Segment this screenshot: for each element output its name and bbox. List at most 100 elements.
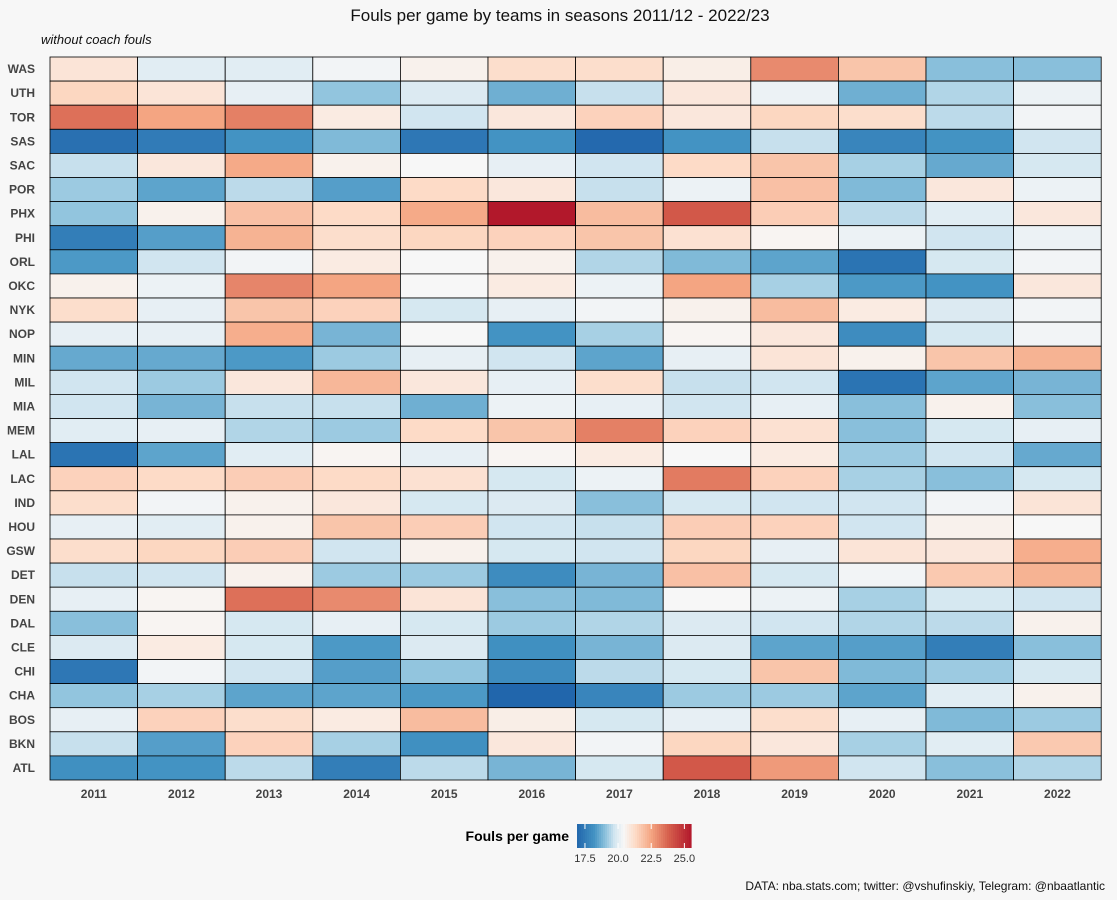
heatmap-cell-por-2011	[49, 177, 138, 203]
heatmap-cell-dal-2015	[399, 610, 489, 636]
heatmap-cell-ind-2020	[838, 490, 927, 516]
heatmap-cell-okc-2022	[1013, 273, 1102, 299]
y-tick-label: MEM	[7, 424, 35, 438]
heatmap-cell-dal-2021	[925, 610, 1014, 636]
heatmap-cell-nyk-2019	[750, 297, 839, 323]
heatmap-cell-was-2019	[750, 56, 839, 82]
x-tick-label: 2013	[256, 787, 283, 801]
heatmap-cell-den-2021	[925, 586, 1014, 612]
heatmap-cell-mia-2022	[1013, 393, 1102, 419]
heatmap-cell-dal-2022	[1013, 610, 1102, 636]
heatmap-cell-bkn-2015	[399, 731, 489, 757]
heatmap-cell-cle-2022	[1013, 635, 1102, 660]
heatmap-cell-bos-2020	[838, 707, 927, 733]
heatmap-cell-min-2011	[49, 345, 138, 371]
heatmap-cell-tor-2013	[224, 104, 314, 130]
heatmap-cell-chi-2017	[575, 659, 664, 685]
heatmap-cell-dal-2018	[662, 610, 752, 636]
heatmap-cell-chi-2015	[399, 659, 489, 685]
heatmap-cell-atl-2011	[49, 755, 138, 781]
heatmap-cell-bkn-2018	[662, 731, 752, 757]
heatmap-cell-min-2013	[224, 345, 314, 371]
heatmap-cell-mem-2011	[49, 418, 138, 444]
heatmap-cell-mia-2019	[750, 393, 839, 419]
heatmap-cell-bos-2014	[312, 707, 401, 733]
heatmap-cell-okc-2016	[487, 273, 576, 299]
heatmap-cell-mil-2012	[137, 369, 226, 395]
heatmap-cell-lac-2021	[925, 466, 1014, 492]
heatmap-cell-atl-2018	[662, 755, 752, 781]
legend-color-step	[673, 824, 676, 848]
x-tick-label: 2014	[343, 787, 370, 801]
heatmap-cell-nyk-2018	[662, 297, 752, 323]
heatmap-cell-sas-2011	[49, 128, 138, 154]
heatmap-cell-sas-2015	[399, 128, 489, 154]
y-tick-label: MIN	[13, 351, 35, 365]
heatmap-cell-phx-2022	[1013, 201, 1102, 227]
heatmap-cell-det-2012	[137, 562, 226, 588]
legend-color-step	[653, 824, 656, 848]
heatmap-cell-bkn-2014	[312, 731, 401, 757]
legend-color-step	[587, 824, 590, 848]
heatmap-cell-ind-2017	[575, 490, 664, 516]
heatmap-cell-chi-2020	[838, 659, 927, 685]
heatmap-cell-phi-2014	[312, 225, 401, 251]
heatmap-cell-lal-2017	[575, 442, 664, 468]
heatmap-cell-was-2017	[575, 56, 664, 82]
heatmap-cell-atl-2012	[137, 755, 226, 781]
heatmap-cell-sas-2016	[487, 128, 576, 154]
heatmap-cell-mem-2015	[399, 418, 489, 444]
heatmap-cell-dal-2020	[838, 610, 927, 636]
heatmap-cell-ind-2012	[137, 490, 226, 516]
x-tick-label: 2021	[956, 787, 983, 801]
heatmap-cell-phx-2018	[662, 201, 752, 227]
heatmap-cell-min-2017	[575, 345, 664, 371]
legend-color-step	[619, 824, 622, 848]
heatmap-cell-gsw-2014	[312, 538, 401, 564]
heatmap-cell-ind-2011	[49, 490, 138, 516]
heatmap-cell-chi-2016	[487, 659, 576, 685]
y-tick-label: IND	[14, 496, 35, 510]
color-legend: 17.5 20.0 22.5 25.0	[574, 824, 695, 865]
heatmap-cell-sac-2019	[750, 152, 839, 178]
heatmap-cell-uth-2012	[137, 80, 226, 106]
heatmap-cell-cle-2020	[838, 635, 927, 660]
heatmap-cell-por-2014	[312, 177, 401, 203]
heatmap-cell-dal-2013	[224, 610, 314, 636]
legend-color-step	[681, 824, 684, 848]
legend-color-step	[601, 824, 604, 848]
legend-color-step	[645, 824, 648, 848]
heatmap-cell-bkn-2022	[1013, 731, 1102, 757]
heatmap-cell-gsw-2018	[662, 538, 752, 564]
heatmap-cell-nyk-2017	[575, 297, 664, 323]
heatmap-cell-por-2019	[750, 177, 839, 203]
y-tick-label: TOR	[10, 110, 35, 124]
heatmap-cell-det-2014	[312, 562, 401, 588]
heatmap-cell-was-2022	[1013, 56, 1102, 82]
heatmap-cell-lal-2015	[399, 442, 489, 468]
legend-color-step	[577, 824, 580, 848]
heatmap-cell-lal-2013	[224, 442, 314, 468]
heatmap-cell-den-2022	[1013, 586, 1102, 612]
heatmap-cell-lal-2021	[925, 442, 1014, 468]
heatmap-cell-orl-2017	[575, 249, 664, 275]
heatmap-cell-phi-2019	[750, 225, 839, 251]
heatmap-cell-sas-2017	[575, 128, 664, 154]
heatmap-cell-lal-2019	[750, 442, 839, 468]
legend-color-step	[623, 824, 626, 848]
heatmap-cell-okc-2019	[750, 273, 839, 299]
heatmap-cell-was-2018	[662, 56, 752, 82]
heatmap-cell-uth-2020	[838, 80, 927, 106]
heatmap-cell-was-2021	[925, 56, 1014, 82]
legend-tick-label: 17.5	[574, 853, 595, 865]
heatmap-cell-bos-2019	[750, 707, 839, 733]
heatmap-cell-tor-2011	[49, 104, 138, 130]
heatmap-cell-sac-2017	[575, 152, 664, 178]
heatmap-cell-lac-2020	[838, 466, 927, 492]
heatmap-cell-por-2015	[399, 177, 489, 203]
heatmap-cell-mia-2021	[925, 393, 1014, 419]
heatmap-cell-den-2018	[662, 586, 752, 612]
heatmap-cell-tor-2015	[399, 104, 489, 130]
heatmap-cell-chi-2022	[1013, 659, 1102, 685]
